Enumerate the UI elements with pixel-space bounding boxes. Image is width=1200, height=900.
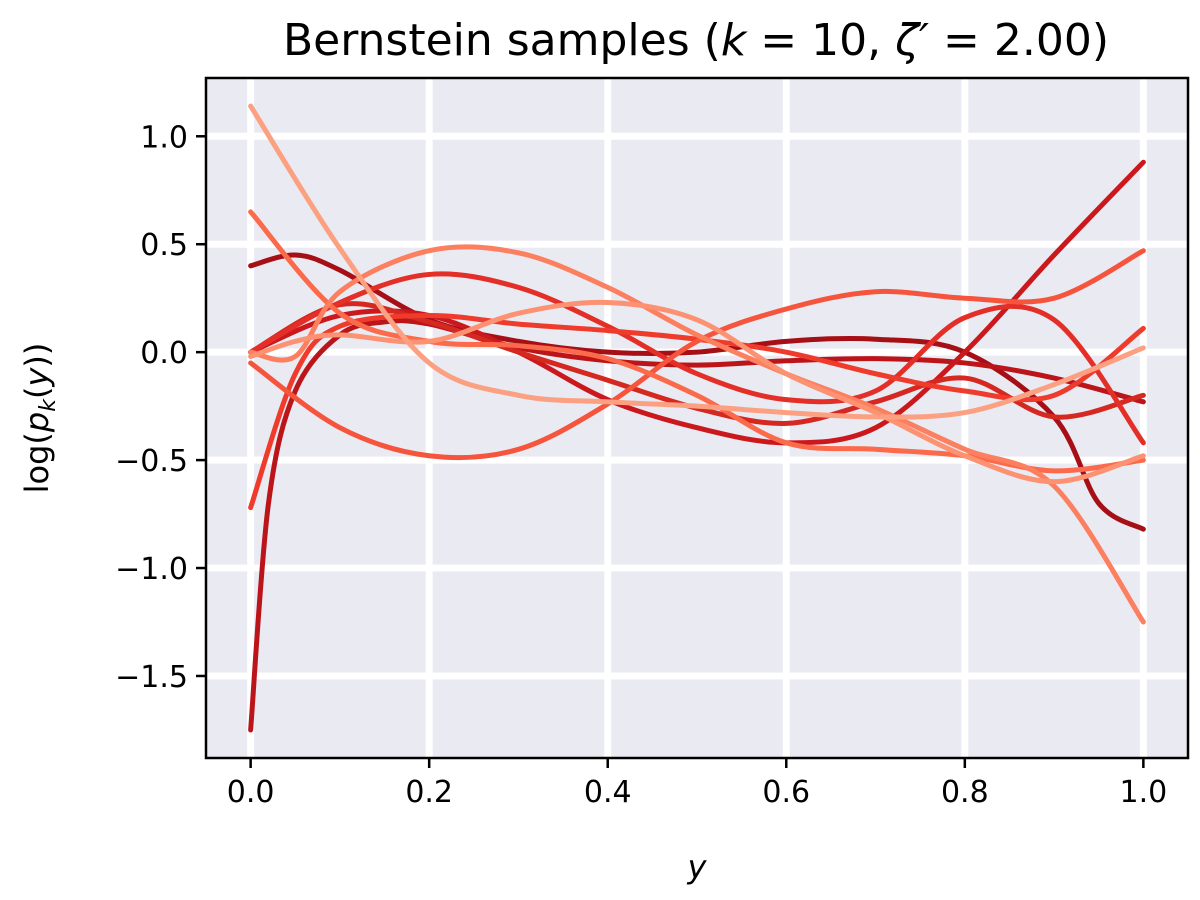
series-line-7 (248, 248, 1146, 461)
plot-area (206, 78, 1188, 758)
x-tick-label-0: 0.0 (227, 775, 275, 810)
x-tick-label-4: 0.8 (941, 775, 989, 810)
y-tick-label-5: −1.5 (115, 660, 188, 695)
series-line-5 (248, 271, 1146, 446)
y-tick-label-4: −1.0 (115, 552, 188, 587)
chart-title-k-part: = 10, (746, 15, 895, 66)
y-tick-label-2: 0.0 (140, 336, 188, 371)
x-axis-label: y (687, 848, 708, 886)
ticks: 0.0 0.2 0.4 0.6 0.8 1.0 1.0 0.5 0.0 −0.5 −1.0 −1.5 (115, 120, 1167, 810)
y-axis-label-mid: ( (18, 387, 56, 399)
x-tick-label-1: 0.2 (405, 775, 453, 810)
series-line-10 (248, 299, 1146, 485)
chart-title-zeta-symbol: ζ′ (894, 15, 929, 66)
x-tick-label-2: 0.4 (584, 775, 632, 810)
chart-title-prefix: Bernstein samples ( (283, 15, 721, 66)
chart-title-k-symbol: k (721, 15, 748, 66)
y-axis-label-y: y (18, 367, 56, 388)
y-axis-label-post: )) (18, 343, 56, 368)
y-axis-label-pre: log( (18, 432, 56, 493)
y-axis-label-sub: k (36, 398, 61, 412)
axes-frame (204, 76, 1190, 760)
y-tick-label-0: 1.0 (140, 120, 188, 155)
series-line-11 (248, 103, 1146, 420)
y-axis-label: log(pk(y)) (18, 343, 61, 494)
series-lines (248, 103, 1146, 733)
y-tick-label-3: −0.5 (115, 444, 188, 479)
series-line-9 (248, 244, 1146, 625)
x-tick-label-3: 0.6 (762, 775, 810, 810)
chart-title-zeta-part: = 2.00) (929, 15, 1109, 66)
series-line-6 (248, 312, 1146, 511)
series-line-8 (248, 209, 1146, 474)
chart-title: Bernstein samples (k = 10, ζ′ = 2.00) (283, 15, 1109, 66)
y-axis-label-p: p (18, 412, 56, 433)
y-tick-label-1: 0.5 (140, 228, 188, 263)
x-tick-label-5: 1.0 (1120, 775, 1168, 810)
